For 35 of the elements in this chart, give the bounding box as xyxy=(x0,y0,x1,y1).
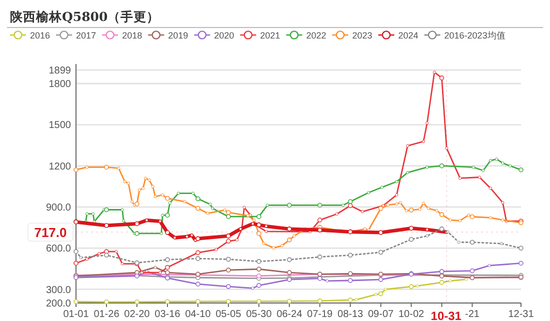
x-tick-label: 08-13 xyxy=(338,309,364,320)
ref-line-label: 10-31 xyxy=(430,309,462,321)
chart-title: 陕西榆林Q5800（手更） xyxy=(10,9,160,24)
y-tick-label: 1800 xyxy=(48,79,72,90)
x-tick-label: 01-01 xyxy=(63,309,90,320)
x-tick-label: 01-26 xyxy=(94,309,120,320)
legend-label: 2021 xyxy=(260,30,280,40)
x-tick-label: 04-10 xyxy=(185,309,212,320)
x-tick-label: 07-19 xyxy=(307,309,334,320)
legend-label: 2023 xyxy=(352,30,372,40)
y-tick-label: 1899 xyxy=(48,66,72,76)
x-tick-label: 05-05 xyxy=(216,309,242,320)
x-tick-label: 05-30 xyxy=(246,309,272,320)
x-tick-label: 02-20 xyxy=(124,309,150,320)
x-tick-label: 12-31 xyxy=(508,309,534,320)
y-tick-label: 300.0 xyxy=(46,284,72,296)
y-tick-label: 1500 xyxy=(48,120,72,132)
legend-label: 2020 xyxy=(214,30,234,40)
legend-label: 2018 xyxy=(122,30,142,40)
x-tick-label: 03-16 xyxy=(154,309,181,320)
x-tick-label: 09-07 xyxy=(368,309,394,320)
y-tick-label: 1200 xyxy=(48,161,72,172)
legend-label: 2022 xyxy=(306,30,326,40)
x-tick-label: -21 xyxy=(465,309,480,320)
x-tick-label: 10-02 xyxy=(398,309,424,320)
x-tick-label: 06-24 xyxy=(276,309,303,320)
legend-label: 2019 xyxy=(168,30,188,40)
legend-label: 2016-2023均值 xyxy=(444,30,506,40)
y-tick-label: 600.0 xyxy=(46,244,72,255)
legend-label: 2017 xyxy=(76,30,96,40)
ref-line-label: 717.0 xyxy=(34,225,67,240)
y-tick-label: 200.0 xyxy=(46,298,72,310)
legend-label: 2016 xyxy=(30,30,50,40)
legend-label: 2024 xyxy=(398,30,418,40)
y-tick-label: 900.0 xyxy=(46,202,72,214)
